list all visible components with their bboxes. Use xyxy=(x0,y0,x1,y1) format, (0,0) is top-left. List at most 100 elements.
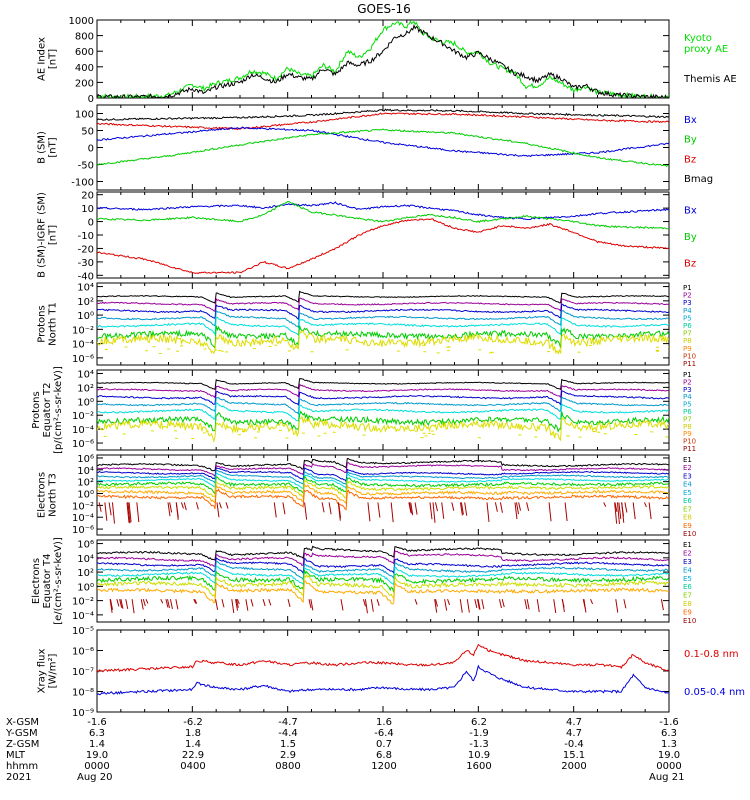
e10-spike xyxy=(304,502,308,520)
footer-cell: Aug 20 xyxy=(77,772,112,783)
footer-cell: 10.9 xyxy=(468,750,490,761)
panel-frame xyxy=(96,454,670,536)
e10-spike xyxy=(287,599,291,607)
footer-cell: 1.4 xyxy=(185,739,201,750)
e10-spike xyxy=(364,599,368,614)
series-line-Bmag xyxy=(97,108,669,121)
y-axis-label: Electrons xyxy=(31,558,42,604)
y-tick-label: 0 xyxy=(88,94,94,105)
e10-spike xyxy=(310,599,314,611)
legend-entry: P9 xyxy=(683,430,692,438)
series-line-P5 xyxy=(97,402,669,422)
footer-row-label: 2021 xyxy=(6,772,31,783)
series-line-E6 xyxy=(97,569,669,593)
e10-spike xyxy=(486,502,490,522)
e10-spike xyxy=(632,502,636,520)
legend-entry: P1 xyxy=(683,371,692,379)
e10-spike xyxy=(614,502,618,513)
series-line-E8 xyxy=(97,580,669,605)
e10-spike xyxy=(142,599,146,607)
e10-spike xyxy=(526,502,530,511)
e10-spike xyxy=(564,502,568,522)
y-tick-label: 10² xyxy=(77,568,94,579)
y-tick-label: 10⁻⁴ xyxy=(72,513,94,524)
footer-cell: 1.5 xyxy=(280,739,296,750)
panel-4: 10⁴ 10² 10⁰ 10⁻² 10⁻⁴ 10⁻⁶ Protons North T1 P1P2… xyxy=(37,282,696,368)
footer-cell: 1600 xyxy=(466,761,491,772)
legend-entry: P1 xyxy=(683,284,692,292)
y-tick-label: -40 xyxy=(78,271,94,282)
e10-spike xyxy=(110,599,113,610)
e10-spike xyxy=(321,502,325,513)
e10-spike xyxy=(615,599,619,613)
e10-spike xyxy=(459,502,463,516)
y-tick-label: 1000 xyxy=(69,16,94,27)
legend-entry: E8 xyxy=(683,600,692,608)
e10-spike xyxy=(590,598,594,605)
legend-entry: E2 xyxy=(683,464,692,472)
e10-spike xyxy=(447,599,451,606)
y-tick-label: 10⁻² xyxy=(72,411,94,422)
footer-cell: 6.2 xyxy=(471,717,487,728)
y-axis-label: B (SM)-IGRF (SM) xyxy=(37,192,48,278)
panel-2: 100 50 0 -50 -100 B (SM) [nT] Bx By Bz Bmag xyxy=(37,104,713,191)
y-tick-label: 10⁻⁸ xyxy=(72,688,94,699)
footer-cell: -1.6 xyxy=(659,717,679,728)
series-line-Bz xyxy=(97,218,669,275)
footer-cell: -6.2 xyxy=(183,717,203,728)
legend-entry: P3 xyxy=(683,299,692,307)
y-tick-label: 20 xyxy=(81,191,94,202)
e10-spike xyxy=(111,502,115,524)
legend-entry: E3 xyxy=(683,558,692,566)
e10-spike xyxy=(377,502,381,518)
y-tick-label: 10 xyxy=(81,204,94,215)
e10-spike xyxy=(131,599,135,614)
footer-cell: -4.4 xyxy=(278,728,298,739)
e10-spike xyxy=(434,599,438,613)
series-line-E9 xyxy=(97,488,669,511)
legend-entry: Kyoto xyxy=(684,33,712,44)
e10-spike xyxy=(603,502,607,507)
y-axis-label: North T3 xyxy=(48,473,59,517)
y-tick-label: 10⁴ xyxy=(77,466,94,477)
y-tick-label: 200 xyxy=(75,78,94,89)
e10-spike xyxy=(444,599,448,611)
legend-entry: E6 xyxy=(683,497,692,505)
e10-spike xyxy=(498,599,502,609)
y-tick-label: -30 xyxy=(78,258,94,269)
e10-spike xyxy=(167,599,170,609)
legend-entry: E10 xyxy=(683,617,696,625)
series-line-P3 xyxy=(97,303,669,321)
e10-spike xyxy=(414,599,418,605)
footer-cell: 1.8 xyxy=(185,728,201,739)
e10-spike xyxy=(561,599,565,613)
footer-cell: 19.0 xyxy=(86,750,108,761)
legend-entry: E5 xyxy=(683,575,692,583)
series-line-P3 xyxy=(97,390,669,407)
legend-entry: P11 xyxy=(683,445,696,453)
legend-entry: P2 xyxy=(683,378,692,386)
e10-spike xyxy=(98,502,102,512)
y-axis-label: North T1 xyxy=(48,302,59,346)
series-line-P4 xyxy=(97,396,669,415)
y-axis-label: [nT] xyxy=(48,137,59,157)
legend-entry: E8 xyxy=(683,514,692,522)
y-axis-label: Protons xyxy=(37,305,48,342)
series-line-P2 xyxy=(97,297,669,313)
e10-spike xyxy=(116,599,120,607)
e10-spike xyxy=(477,599,481,610)
footer-cell: 1.4 xyxy=(89,739,105,750)
legend-entry: P8 xyxy=(683,423,692,431)
footer-row-label: X-GSM xyxy=(6,717,39,728)
e10-spike xyxy=(583,599,587,613)
e10-spike xyxy=(125,599,129,610)
e10-spike xyxy=(435,502,438,512)
y-tick-label: -50 xyxy=(78,161,94,172)
panel-frame xyxy=(96,629,670,713)
y-tick-label: 10² xyxy=(77,297,94,308)
e10-spike xyxy=(618,502,622,520)
footer-row-label: hhmm xyxy=(6,761,38,772)
series-line-P7 xyxy=(97,415,669,444)
y-axis-label: [p/(cm²-s-sr-keV)] xyxy=(53,366,64,454)
series-line-E5 xyxy=(97,472,669,490)
